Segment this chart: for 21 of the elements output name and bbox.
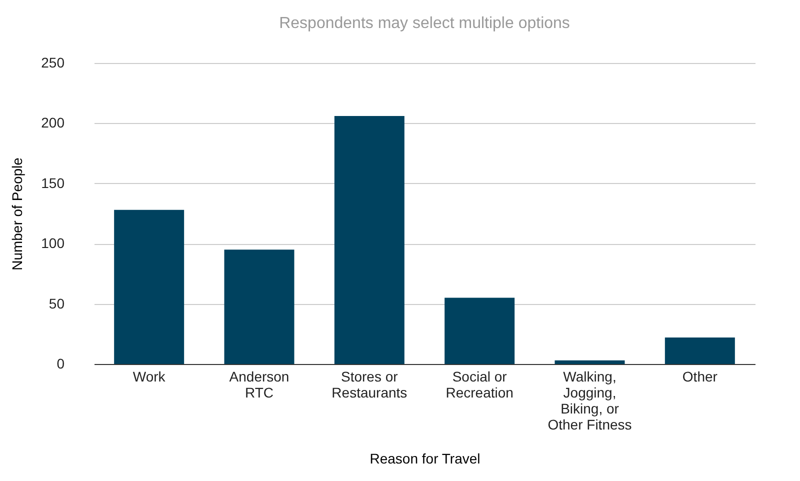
x-tick-label: Anderson RTC [229, 368, 290, 400]
y-tick-label: 250 [41, 54, 65, 70]
x-tick-label: Work [132, 368, 166, 384]
bar [224, 250, 294, 364]
chart-title: Respondents may select multiple options [279, 15, 570, 32]
bar [664, 338, 735, 364]
bar [444, 298, 515, 364]
x-tick-label: Other [682, 368, 718, 384]
y-tick-label: 0 [56, 356, 65, 372]
x-tick-label: Walking, Jogging, Biking, or Other Fitness [548, 368, 632, 432]
x-axis-title: Reason for Travel [370, 450, 480, 466]
x-tick-label: Stores or Restaurants [332, 368, 408, 400]
x-tick-label: Social or Recreation [446, 368, 514, 400]
bar [114, 210, 184, 364]
y-tick-label: 50 [48, 295, 65, 312]
y-axis-title: Number of People [9, 157, 26, 270]
y-tick-label: 100 [41, 235, 65, 252]
bar [554, 360, 625, 364]
y-tick-label: 150 [41, 174, 65, 191]
y-tick-label: 200 [41, 114, 65, 131]
bar [334, 116, 404, 364]
